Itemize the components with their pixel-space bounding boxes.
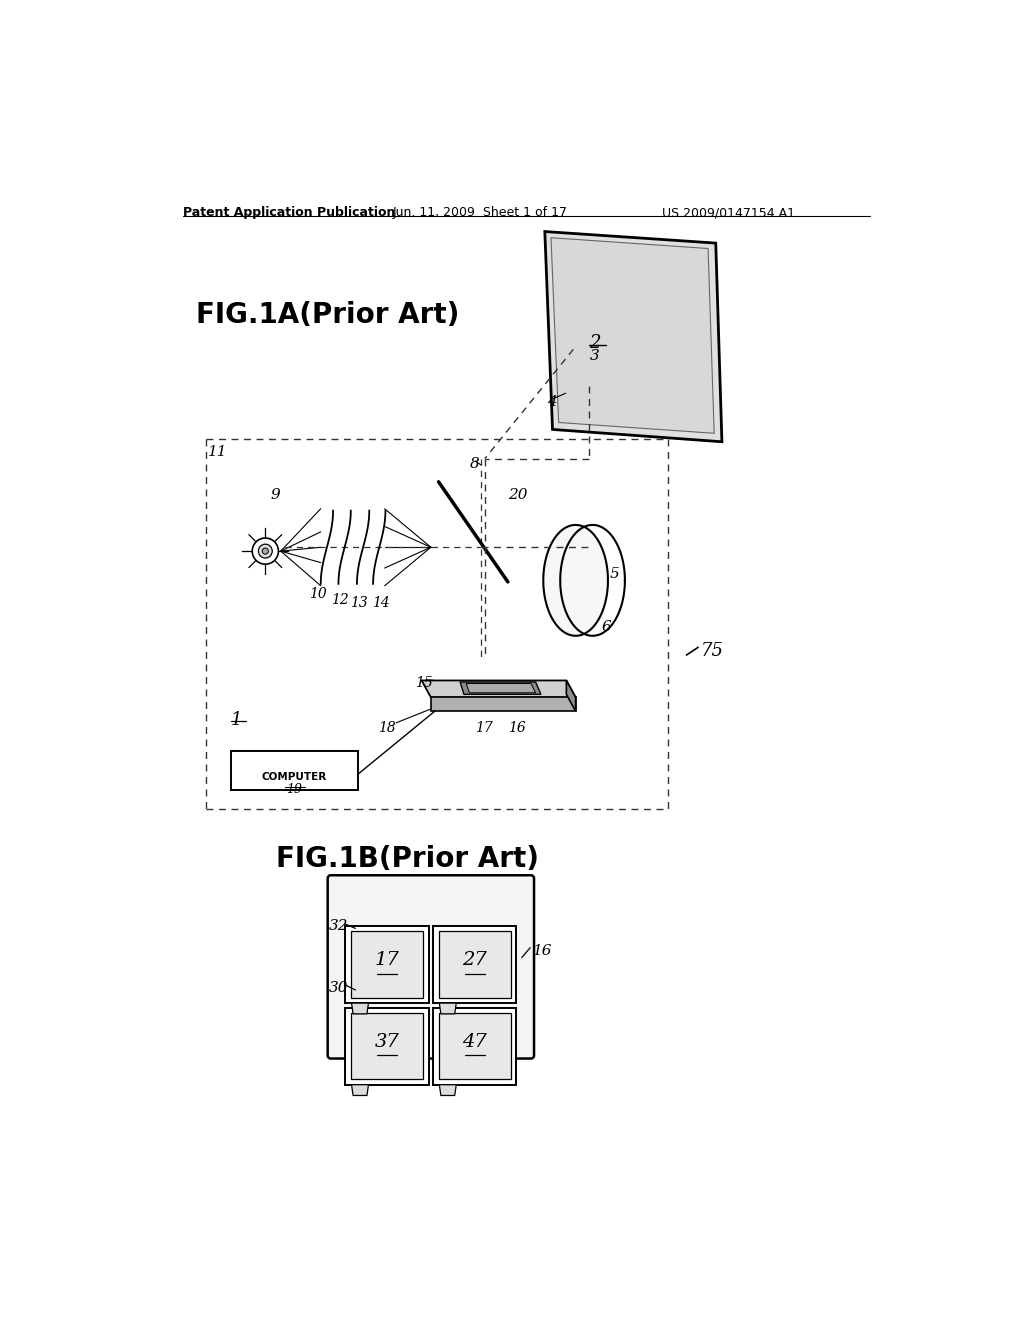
- Polygon shape: [551, 238, 714, 433]
- Bar: [351, 1014, 423, 1080]
- Text: 75: 75: [700, 642, 723, 660]
- Text: Patent Application Publication: Patent Application Publication: [183, 206, 395, 219]
- Bar: [433, 1007, 516, 1085]
- Text: 30: 30: [330, 981, 349, 995]
- Text: 4: 4: [547, 395, 557, 409]
- Polygon shape: [439, 1085, 457, 1096]
- Text: 18: 18: [379, 721, 396, 734]
- Polygon shape: [431, 697, 575, 711]
- Circle shape: [252, 539, 279, 564]
- Text: 10: 10: [309, 587, 327, 602]
- Text: COMPUTER: COMPUTER: [262, 772, 328, 781]
- Polygon shape: [566, 681, 575, 711]
- Text: 37: 37: [375, 1032, 399, 1051]
- Text: 16: 16: [508, 721, 525, 734]
- Bar: [345, 1007, 429, 1085]
- Bar: [438, 932, 511, 998]
- Text: 11: 11: [208, 445, 227, 459]
- Text: 16: 16: [532, 944, 552, 958]
- Text: 20: 20: [508, 488, 527, 502]
- Text: 6: 6: [602, 620, 611, 635]
- Text: 3: 3: [590, 350, 600, 363]
- Polygon shape: [544, 525, 608, 636]
- Text: 17: 17: [375, 950, 399, 969]
- Bar: [438, 1014, 511, 1080]
- Circle shape: [262, 548, 268, 554]
- Text: 2: 2: [590, 334, 601, 352]
- Text: 1: 1: [230, 711, 242, 729]
- Polygon shape: [439, 1003, 457, 1014]
- Polygon shape: [545, 231, 722, 442]
- FancyBboxPatch shape: [328, 875, 535, 1059]
- Bar: [578, 350, 588, 360]
- Bar: [351, 932, 423, 998]
- Text: 17: 17: [475, 721, 494, 734]
- Text: 14: 14: [372, 595, 389, 610]
- Polygon shape: [466, 684, 536, 693]
- Text: FIG.1A(Prior Art): FIG.1A(Prior Art): [196, 301, 460, 329]
- Text: Jun. 11, 2009  Sheet 1 of 17: Jun. 11, 2009 Sheet 1 of 17: [392, 206, 567, 219]
- Text: 15: 15: [416, 676, 433, 690]
- Polygon shape: [351, 1003, 369, 1014]
- Polygon shape: [422, 681, 575, 697]
- Text: 9: 9: [270, 488, 281, 502]
- Text: 13: 13: [350, 595, 368, 610]
- Text: 5: 5: [609, 566, 620, 581]
- Bar: [433, 927, 516, 1003]
- Polygon shape: [351, 1085, 369, 1096]
- Circle shape: [258, 544, 272, 558]
- Text: 12: 12: [331, 594, 348, 607]
- Text: 27: 27: [463, 950, 487, 969]
- Bar: [230, 751, 357, 789]
- Polygon shape: [460, 682, 541, 694]
- Text: US 2009/0147154 A1: US 2009/0147154 A1: [662, 206, 795, 219]
- Text: 19: 19: [287, 783, 302, 796]
- Text: 47: 47: [463, 1032, 487, 1051]
- Text: 32: 32: [330, 919, 349, 933]
- Text: FIG.1B(Prior Art): FIG.1B(Prior Art): [276, 845, 540, 874]
- Text: 8: 8: [469, 457, 479, 471]
- Bar: [345, 927, 429, 1003]
